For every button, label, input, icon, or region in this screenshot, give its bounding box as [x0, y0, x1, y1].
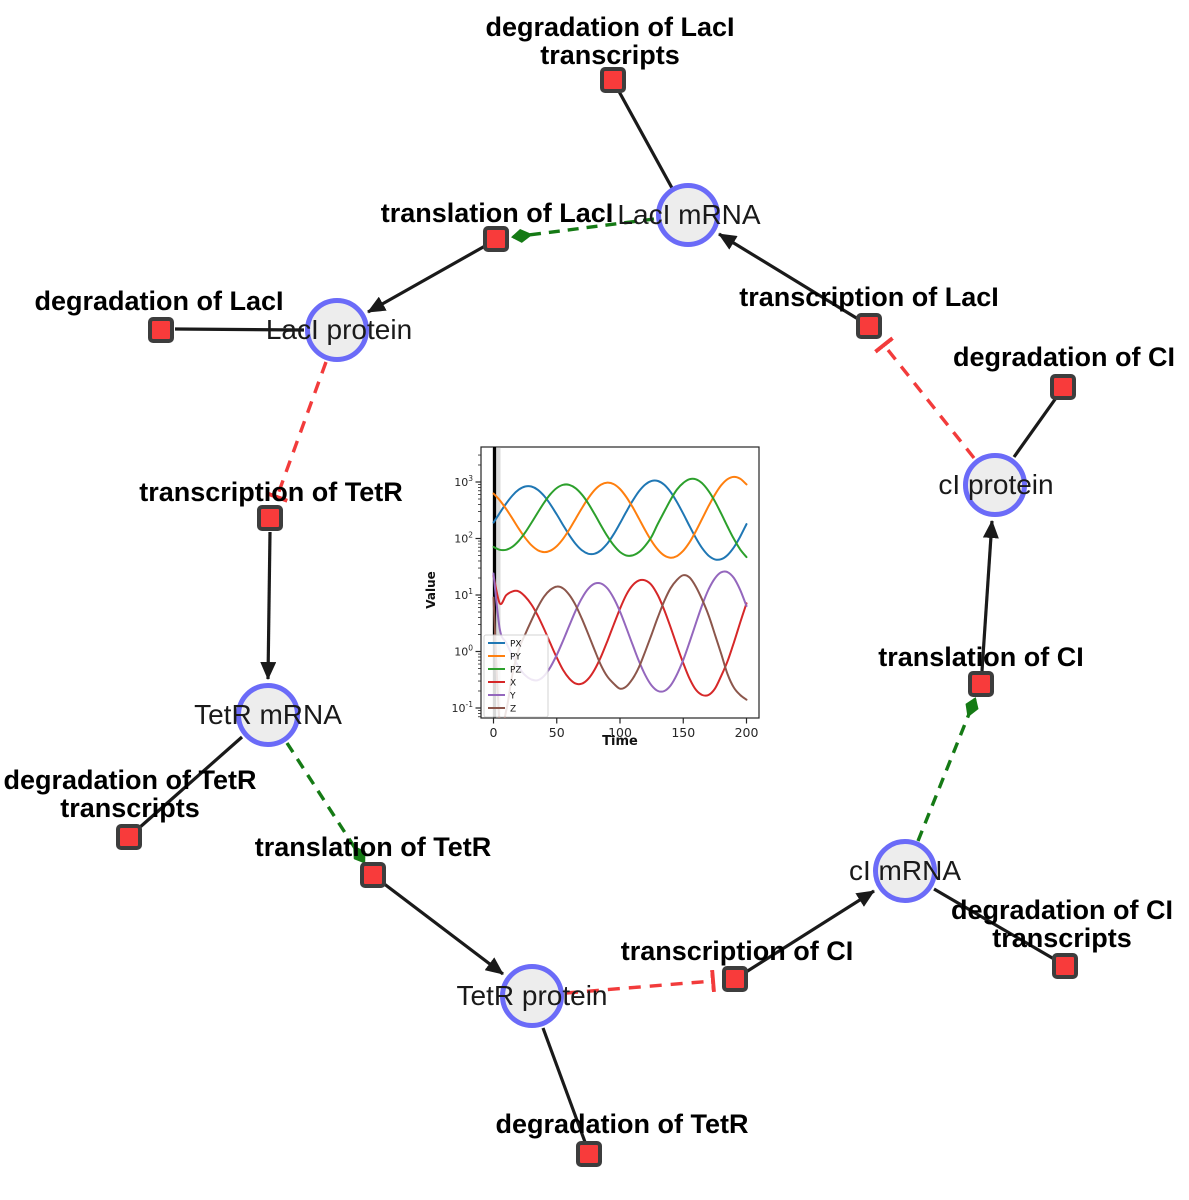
edge-transcription-cI-to-mrna [745, 889, 875, 974]
reaction-node-transcription-of-tetR[interactable] [257, 505, 283, 531]
species-node-cI-protein[interactable] [963, 453, 1027, 517]
reaction-node-degradation-of-tetR[interactable] [576, 1141, 602, 1167]
reaction-node-degradation-of-lacI-transcripts[interactable] [600, 67, 626, 93]
chart-xlabel: Time [602, 734, 638, 749]
edge-deg-tetR [541, 1027, 587, 1143]
species-node-tetR-protein[interactable] [500, 964, 564, 1028]
edge-deg-tetR-transcripts [137, 735, 244, 830]
time-series-inset: 10-1 100 101 102 103 0 50 100 150 200 Value Time PX P… [424, 438, 780, 770]
chart-ytick-label: 102 [454, 531, 473, 546]
chart-ytick-label: 101 [454, 587, 473, 602]
chart-series-PY [492, 475, 748, 559]
chart-series-PZ [492, 477, 748, 559]
chart-xtick-label: 50 [549, 725, 565, 740]
chart-series-Z [492, 574, 748, 718]
edge-deg-lacI-transcripts [614, 85, 674, 189]
edge-transcription-tetR-to-mrna [260, 531, 277, 680]
chart-legend-label-Z: Z [510, 705, 516, 715]
species-node-tetR-mrna[interactable] [236, 683, 300, 747]
reaction-node-translation-of-lacI[interactable] [483, 226, 509, 252]
reaction-node-translation-of-tetR[interactable] [360, 862, 386, 888]
chart-legend-label-X: X [510, 679, 516, 689]
chart-xtick-label: 0 [490, 725, 498, 740]
chart-start-band [492, 447, 501, 718]
chart-legend-label-Y: Y [509, 692, 516, 702]
chart-legend-label-PZ: PZ [510, 666, 522, 676]
edge-deg-cI-transcripts [933, 887, 1055, 961]
edge-transcription-lacI-to-mrna [718, 232, 859, 321]
edge-cI-mrna-to-translation [916, 697, 979, 842]
edge-tetR-mrna-to-translation [285, 742, 366, 864]
chart-ytick-label: 100 [454, 644, 473, 659]
edge-cI-protein-inhibits-transcription-lacI [874, 336, 976, 460]
species-node-lacI-protein[interactable] [305, 298, 369, 362]
edge-lacI-mrna-to-translation [511, 217, 655, 243]
chart-xtick-label: 100 [608, 725, 632, 740]
chart-series-PX [492, 479, 748, 561]
reaction-node-degradation-of-cI[interactable] [1050, 374, 1076, 400]
chart-ytick-label: 10-1 [452, 700, 474, 715]
edge-translation-cI-to-protein [980, 520, 999, 672]
reaction-node-degradation-of-lacI[interactable] [148, 317, 174, 343]
reaction-node-transcription-of-lacI[interactable] [856, 313, 882, 339]
chart-xtick-label: 200 [735, 725, 759, 740]
chart-legend-label-PX: PX [510, 640, 522, 650]
reaction-node-degradation-of-tetR-transcripts[interactable] [116, 824, 142, 850]
edge-tetR-protein-inhibits-transcription-cI [565, 969, 716, 995]
chart-ylabel: Value [425, 571, 438, 609]
reaction-node-degradation-of-cI-transcripts[interactable] [1052, 953, 1078, 979]
edge-deg-cI [1012, 397, 1058, 458]
reaction-node-translation-of-cI[interactable] [968, 671, 994, 697]
chart-xtick-label: 150 [671, 725, 695, 740]
chart-legend-label-PY: PY [510, 653, 521, 663]
reaction-node-transcription-of-cI[interactable] [722, 966, 748, 992]
species-node-lacI-mrna[interactable] [656, 183, 720, 247]
edge-deg-lacI [174, 327, 305, 332]
species-node-cI-mrna[interactable] [873, 839, 937, 903]
edge-translation-tetR-to-protein [382, 881, 504, 976]
edge-translation-lacI-to-protein [367, 244, 486, 314]
edge-lacI-protein-inhibits-transcription-tetR [265, 361, 328, 503]
chart-ytick-label: 103 [454, 474, 473, 489]
chart-legend: PX PY PZ XYZ [483, 634, 549, 718]
